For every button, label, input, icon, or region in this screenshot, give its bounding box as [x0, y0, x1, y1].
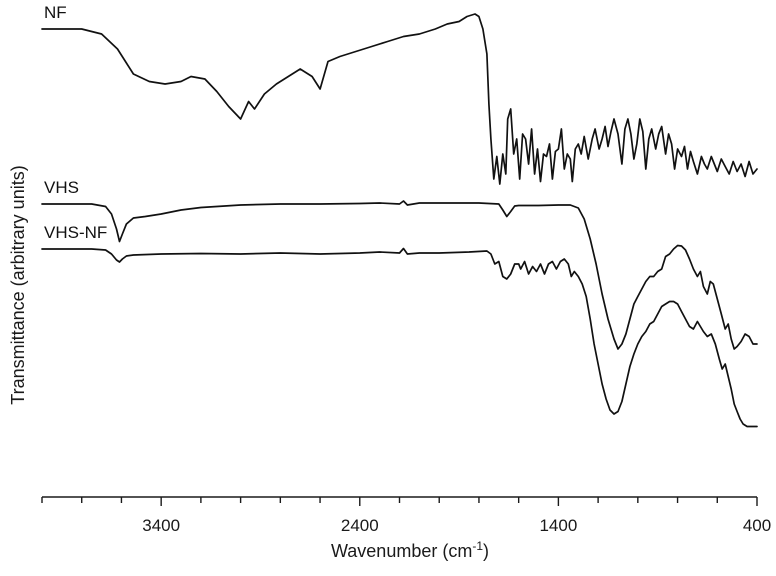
x-axis-title: Wavenumber (cm-1) [331, 539, 489, 561]
series-line-vhs [41, 200, 758, 350]
x-tick-label: 3400 [142, 516, 180, 535]
x-axis-title-sup: -1 [472, 539, 483, 553]
x-tick-label: 2400 [341, 516, 379, 535]
series-label-vhs: VHS [44, 178, 79, 197]
series-group: NF VHS VHS-NF [41, 3, 758, 428]
x-axis-ticks [41, 497, 758, 506]
series-label-nf: NF [44, 3, 67, 22]
x-axis-title-main: Wavenumber (cm [331, 541, 472, 561]
x-tick-label: 400 [743, 516, 771, 535]
y-axis-title: Transmittance (arbitrary units) [8, 165, 28, 404]
x-axis-title-end: ) [483, 541, 489, 561]
x-axis-tick-labels: 3400 2400 1400 400 [142, 516, 771, 535]
series-line-vhs-nf [41, 247, 758, 428]
series-line-nf [41, 13, 758, 185]
series-label-vhs-nf: VHS-NF [44, 223, 107, 242]
x-tick-label: 1400 [539, 516, 577, 535]
